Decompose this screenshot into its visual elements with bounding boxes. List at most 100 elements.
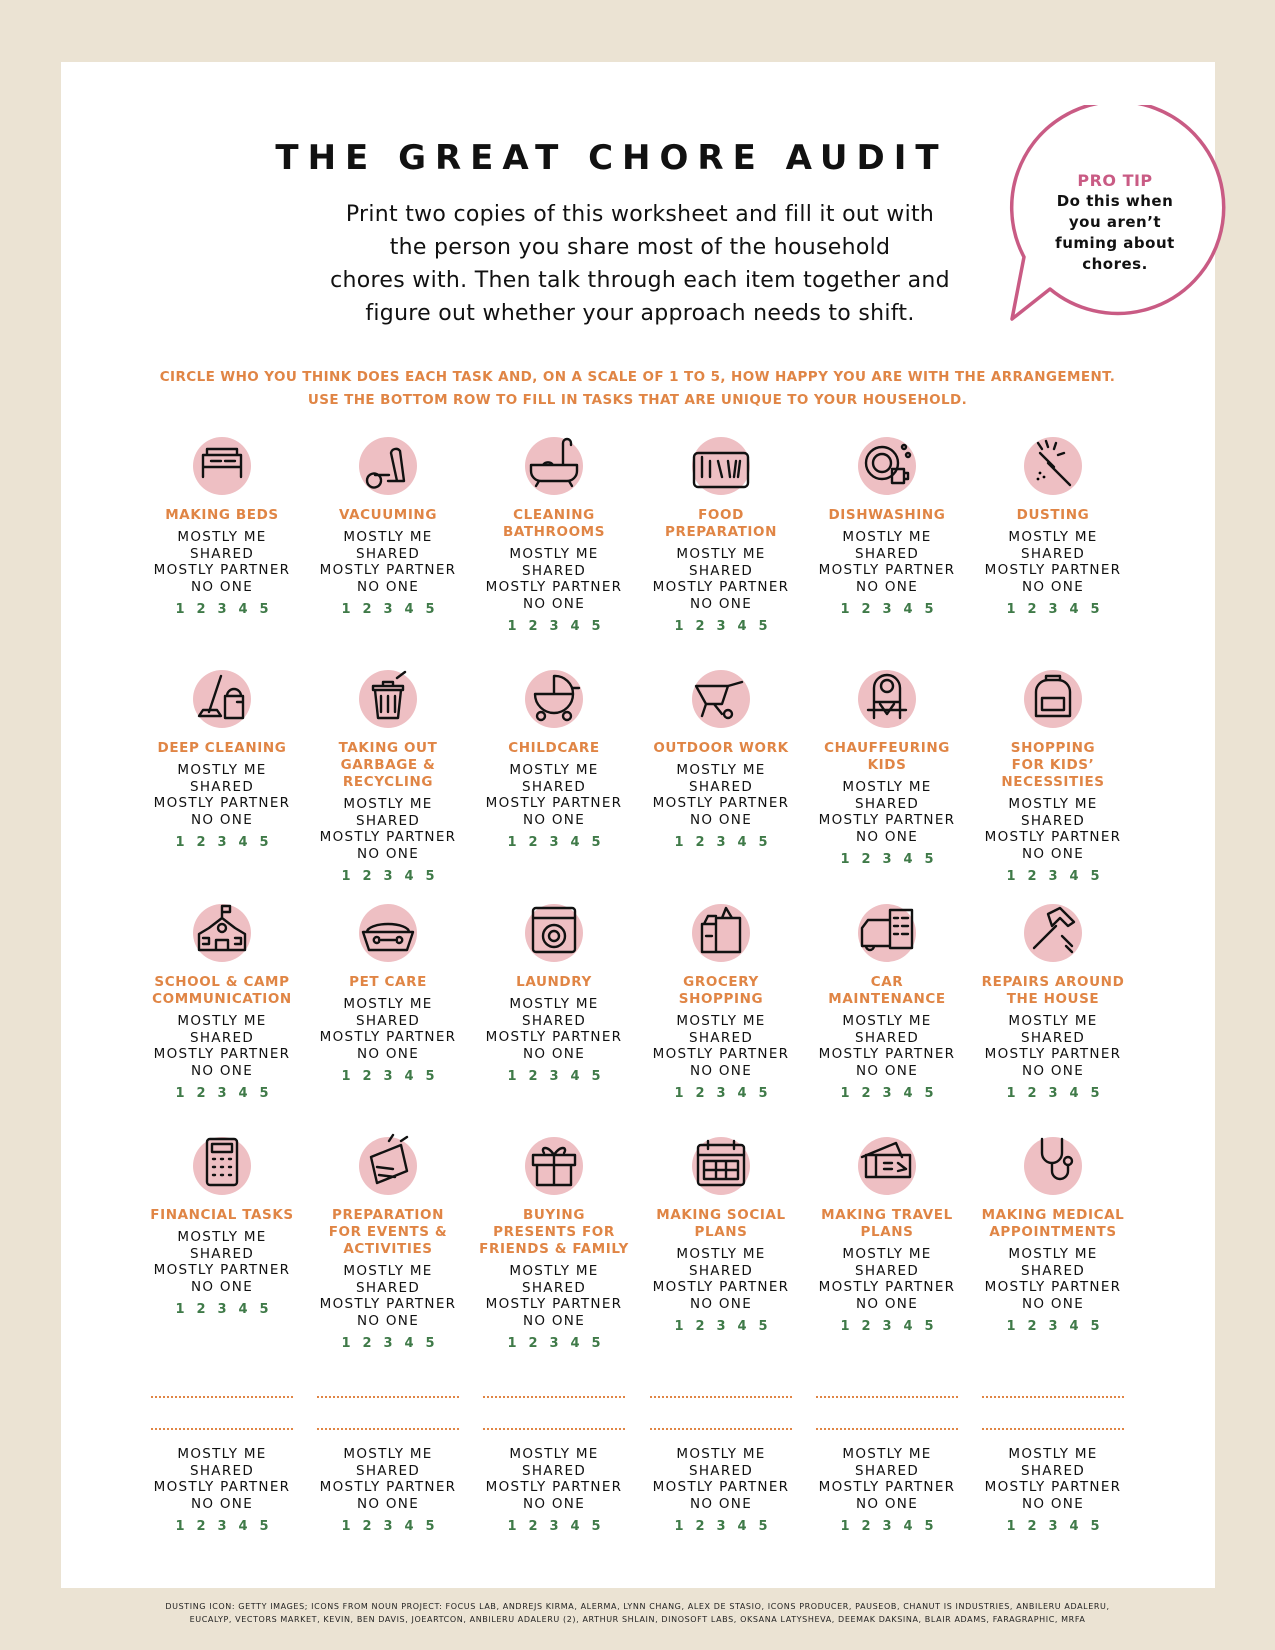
scale-value[interactable]: 4 <box>238 1086 248 1102</box>
scale-value[interactable]: 2 <box>196 602 206 618</box>
scale-value[interactable]: 3 <box>217 835 227 851</box>
option-mostly-me[interactable]: MOSTLY ME <box>509 546 599 562</box>
scale-value[interactable]: 2 <box>528 1069 538 1085</box>
scale-value[interactable]: 1 <box>674 619 684 635</box>
scale-value[interactable]: 1 <box>175 835 185 851</box>
scale-value[interactable]: 5 <box>591 1519 601 1535</box>
custom-task-blank-line[interactable] <box>982 1396 1124 1398</box>
scale-value[interactable]: 2 <box>695 1519 705 1535</box>
scale-value[interactable]: 5 <box>425 1519 435 1535</box>
scale-value[interactable]: 3 <box>383 1069 393 1085</box>
scale-value[interactable]: 3 <box>549 835 559 851</box>
scale-value[interactable]: 1 <box>175 1302 185 1318</box>
scale-value[interactable]: 5 <box>1090 869 1100 885</box>
option-shared[interactable]: SHARED <box>854 1462 920 1479</box>
option-mostly-partner[interactable]: MOSTLY PARTNER <box>153 1479 291 1496</box>
scale-value[interactable]: 4 <box>737 835 747 851</box>
option-shared[interactable]: SHARED <box>1020 1262 1086 1279</box>
option-shared[interactable]: SHARED <box>521 562 587 579</box>
scale-value[interactable]: 4 <box>737 1319 747 1335</box>
option-no-one[interactable]: NO ONE <box>356 1495 420 1512</box>
scale-value[interactable]: 3 <box>716 619 726 635</box>
scale-value[interactable]: 1 <box>840 852 850 868</box>
scale-value[interactable]: 4 <box>903 852 913 868</box>
scale-value[interactable]: 1 <box>1006 1519 1016 1535</box>
custom-task-blank-line[interactable] <box>317 1396 459 1398</box>
option-mostly-partner[interactable]: MOSTLY PARTNER <box>319 1029 457 1046</box>
scale-value[interactable]: 5 <box>259 1086 269 1102</box>
option-mostly-partner[interactable]: MOSTLY PARTNER <box>984 1479 1122 1496</box>
scale-value[interactable]: 1 <box>507 1336 517 1352</box>
option-mostly-partner[interactable]: MOSTLY PARTNER <box>652 1279 790 1296</box>
scale-value[interactable]: 4 <box>404 869 414 885</box>
custom-task-blank-line[interactable] <box>151 1428 293 1430</box>
option-mostly-me[interactable]: MOSTLY ME <box>177 1446 267 1462</box>
option-mostly-me[interactable]: MOSTLY ME <box>509 1263 599 1279</box>
option-no-one[interactable]: NO ONE <box>190 1278 254 1295</box>
option-no-one[interactable]: NO ONE <box>190 1062 254 1079</box>
option-no-one[interactable]: NO ONE <box>855 1062 919 1079</box>
scale-value[interactable]: 4 <box>570 1336 580 1352</box>
scale-value[interactable]: 2 <box>1027 869 1037 885</box>
scale-value[interactable]: 1 <box>1006 1319 1016 1335</box>
option-shared[interactable]: SHARED <box>189 778 255 795</box>
custom-task-blank-line[interactable] <box>483 1396 625 1398</box>
scale-value[interactable]: 1 <box>341 1519 351 1535</box>
scale-value[interactable]: 5 <box>591 1069 601 1085</box>
custom-task-blank-line[interactable] <box>816 1396 958 1398</box>
option-shared[interactable]: SHARED <box>854 795 920 812</box>
option-mostly-partner[interactable]: MOSTLY PARTNER <box>984 1279 1122 1296</box>
scale-value[interactable]: 5 <box>259 835 269 851</box>
option-no-one[interactable]: NO ONE <box>855 828 919 845</box>
scale-value[interactable]: 4 <box>737 1519 747 1535</box>
option-mostly-partner[interactable]: MOSTLY PARTNER <box>818 562 956 579</box>
scale-value[interactable]: 2 <box>528 619 538 635</box>
scale-value[interactable]: 3 <box>1048 1086 1058 1102</box>
option-mostly-me[interactable]: MOSTLY ME <box>676 1446 766 1462</box>
scale-value[interactable]: 4 <box>238 1519 248 1535</box>
scale-value[interactable]: 5 <box>425 1336 435 1352</box>
custom-task-blank-line[interactable] <box>650 1396 792 1398</box>
scale-value[interactable]: 2 <box>695 1319 705 1335</box>
scale-value[interactable]: 3 <box>716 1519 726 1535</box>
scale-value[interactable]: 2 <box>1027 1086 1037 1102</box>
option-mostly-me[interactable]: MOSTLY ME <box>676 1246 766 1262</box>
scale-value[interactable]: 4 <box>570 835 580 851</box>
option-mostly-partner[interactable]: MOSTLY PARTNER <box>319 1479 457 1496</box>
option-shared[interactable]: SHARED <box>1020 1029 1086 1046</box>
scale-value[interactable]: 1 <box>175 602 185 618</box>
option-shared[interactable]: SHARED <box>355 1279 421 1296</box>
scale-value[interactable]: 4 <box>570 619 580 635</box>
scale-value[interactable]: 3 <box>1048 869 1058 885</box>
custom-task-blank-line[interactable] <box>483 1428 625 1430</box>
scale-value[interactable]: 4 <box>1069 1319 1079 1335</box>
option-shared[interactable]: SHARED <box>521 1462 587 1479</box>
scale-value[interactable]: 5 <box>591 1336 601 1352</box>
option-mostly-partner[interactable]: MOSTLY PARTNER <box>319 829 457 846</box>
scale-value[interactable]: 1 <box>674 1519 684 1535</box>
scale-value[interactable]: 4 <box>404 1519 414 1535</box>
scale-value[interactable]: 5 <box>591 619 601 635</box>
scale-value[interactable]: 3 <box>217 1519 227 1535</box>
scale-value[interactable]: 3 <box>1048 1519 1058 1535</box>
option-mostly-me[interactable]: MOSTLY ME <box>1008 529 1098 545</box>
scale-value[interactable]: 3 <box>217 1086 227 1102</box>
scale-value[interactable]: 3 <box>716 835 726 851</box>
option-no-one[interactable]: NO ONE <box>689 1062 753 1079</box>
option-mostly-partner[interactable]: MOSTLY PARTNER <box>153 1046 291 1063</box>
scale-value[interactable]: 2 <box>861 1319 871 1335</box>
scale-value[interactable]: 3 <box>549 1069 559 1085</box>
option-mostly-partner[interactable]: MOSTLY PARTNER <box>652 1046 790 1063</box>
scale-value[interactable]: 5 <box>259 1519 269 1535</box>
option-no-one[interactable]: NO ONE <box>689 1495 753 1512</box>
option-shared[interactable]: SHARED <box>1020 545 1086 562</box>
scale-value[interactable]: 5 <box>1090 1519 1100 1535</box>
option-shared[interactable]: SHARED <box>521 1279 587 1296</box>
option-mostly-partner[interactable]: MOSTLY PARTNER <box>319 1296 457 1313</box>
scale-value[interactable]: 1 <box>507 835 517 851</box>
scale-value[interactable]: 4 <box>903 1519 913 1535</box>
scale-value[interactable]: 5 <box>758 835 768 851</box>
scale-value[interactable]: 4 <box>1069 1519 1079 1535</box>
scale-value[interactable]: 1 <box>507 1069 517 1085</box>
option-no-one[interactable]: NO ONE <box>356 1045 420 1062</box>
